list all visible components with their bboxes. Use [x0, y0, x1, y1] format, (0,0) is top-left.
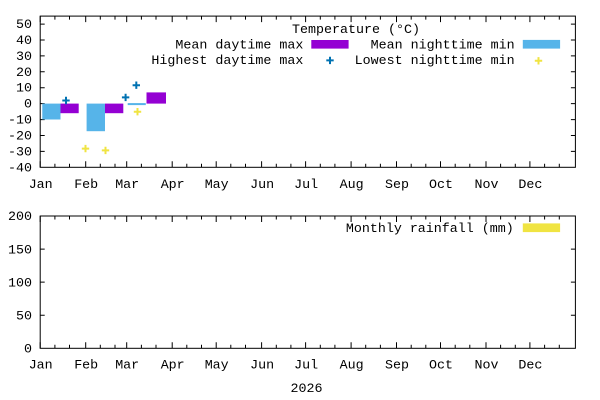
svg-text:Mean daytime max: Mean daytime max — [175, 38, 303, 53]
svg-text:Oct: Oct — [429, 178, 453, 193]
svg-text:Dec: Dec — [518, 358, 542, 373]
svg-text:0: 0 — [24, 343, 32, 358]
svg-text:Nov: Nov — [475, 358, 499, 373]
svg-text:100: 100 — [8, 276, 32, 291]
svg-text:40: 40 — [16, 34, 32, 49]
svg-text:Sep: Sep — [385, 178, 409, 193]
svg-text:Mar: Mar — [115, 358, 139, 373]
svg-text:Temperature (°C): Temperature (°C) — [292, 23, 420, 38]
svg-text:-40: -40 — [8, 161, 32, 176]
svg-text:Jul: Jul — [294, 178, 318, 193]
svg-text:Apr: Apr — [161, 358, 185, 373]
svg-text:2026: 2026 — [291, 382, 323, 397]
svg-text:-30: -30 — [8, 145, 32, 160]
svg-text:30: 30 — [16, 50, 32, 65]
svg-text:May: May — [205, 358, 229, 373]
svg-text:200: 200 — [8, 210, 32, 225]
svg-text:0: 0 — [24, 98, 32, 113]
svg-text:20: 20 — [16, 66, 32, 81]
svg-text:Feb: Feb — [74, 358, 98, 373]
svg-text:Aug: Aug — [340, 358, 364, 373]
svg-text:Apr: Apr — [161, 178, 185, 193]
svg-text:-20: -20 — [8, 130, 32, 145]
svg-text:Jan: Jan — [29, 178, 53, 193]
svg-text:150: 150 — [8, 243, 32, 258]
svg-text:Jan: Jan — [29, 358, 53, 373]
svg-text:Oct: Oct — [429, 358, 453, 373]
svg-text:Aug: Aug — [340, 178, 364, 193]
svg-text:-10: -10 — [8, 114, 32, 129]
svg-text:50: 50 — [16, 309, 32, 324]
svg-text:Sep: Sep — [385, 358, 409, 373]
svg-text:Mean nighttime min: Mean nighttime min — [371, 38, 515, 53]
svg-text:Jun: Jun — [250, 358, 274, 373]
svg-text:Lowest nighttime min: Lowest nighttime min — [355, 54, 515, 69]
svg-text:Feb: Feb — [74, 178, 98, 193]
svg-text:Nov: Nov — [475, 178, 499, 193]
svg-text:10: 10 — [16, 82, 32, 97]
svg-text:May: May — [205, 178, 229, 193]
svg-text:Jun: Jun — [250, 178, 274, 193]
svg-text:Dec: Dec — [518, 178, 542, 193]
svg-text:Monthly rainfall (mm): Monthly rainfall (mm) — [346, 222, 514, 237]
svg-text:50: 50 — [16, 18, 32, 33]
svg-text:Mar: Mar — [115, 178, 139, 193]
svg-text:Jul: Jul — [294, 358, 318, 373]
svg-text:Highest daytime max: Highest daytime max — [151, 54, 303, 69]
